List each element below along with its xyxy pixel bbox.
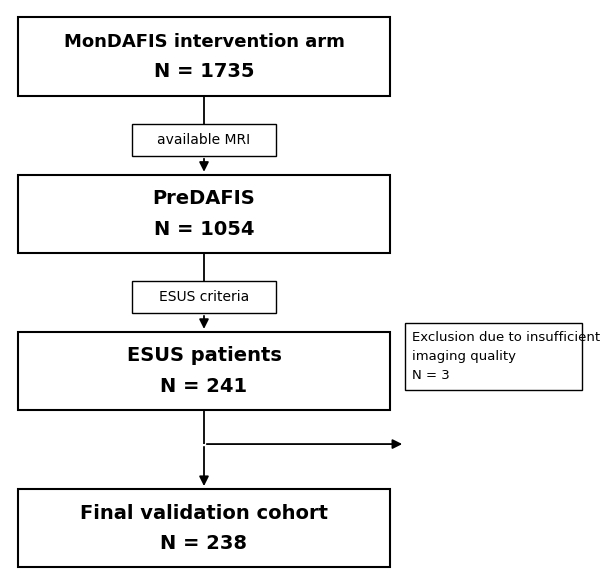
Bar — [132, 281, 276, 313]
Bar — [18, 17, 390, 96]
Text: PreDAFIS: PreDAFIS — [152, 189, 256, 208]
Text: ESUS patients: ESUS patients — [127, 346, 281, 365]
Text: Exclusion due to insufficient: Exclusion due to insufficient — [412, 331, 600, 344]
Bar — [18, 489, 390, 567]
Text: MonDAFIS intervention arm: MonDAFIS intervention arm — [64, 33, 344, 51]
Text: N = 3: N = 3 — [412, 369, 450, 382]
Text: ESUS criteria: ESUS criteria — [159, 290, 249, 304]
Bar — [405, 323, 582, 390]
Bar — [18, 332, 390, 410]
Text: Final validation cohort: Final validation cohort — [80, 503, 328, 523]
Text: N = 241: N = 241 — [160, 377, 248, 396]
Bar — [132, 124, 276, 156]
Bar — [18, 175, 390, 253]
Text: available MRI: available MRI — [157, 133, 251, 147]
Text: N = 238: N = 238 — [160, 534, 247, 553]
Text: N = 1735: N = 1735 — [154, 62, 254, 81]
Text: N = 1054: N = 1054 — [154, 219, 254, 239]
Text: imaging quality: imaging quality — [412, 350, 516, 363]
